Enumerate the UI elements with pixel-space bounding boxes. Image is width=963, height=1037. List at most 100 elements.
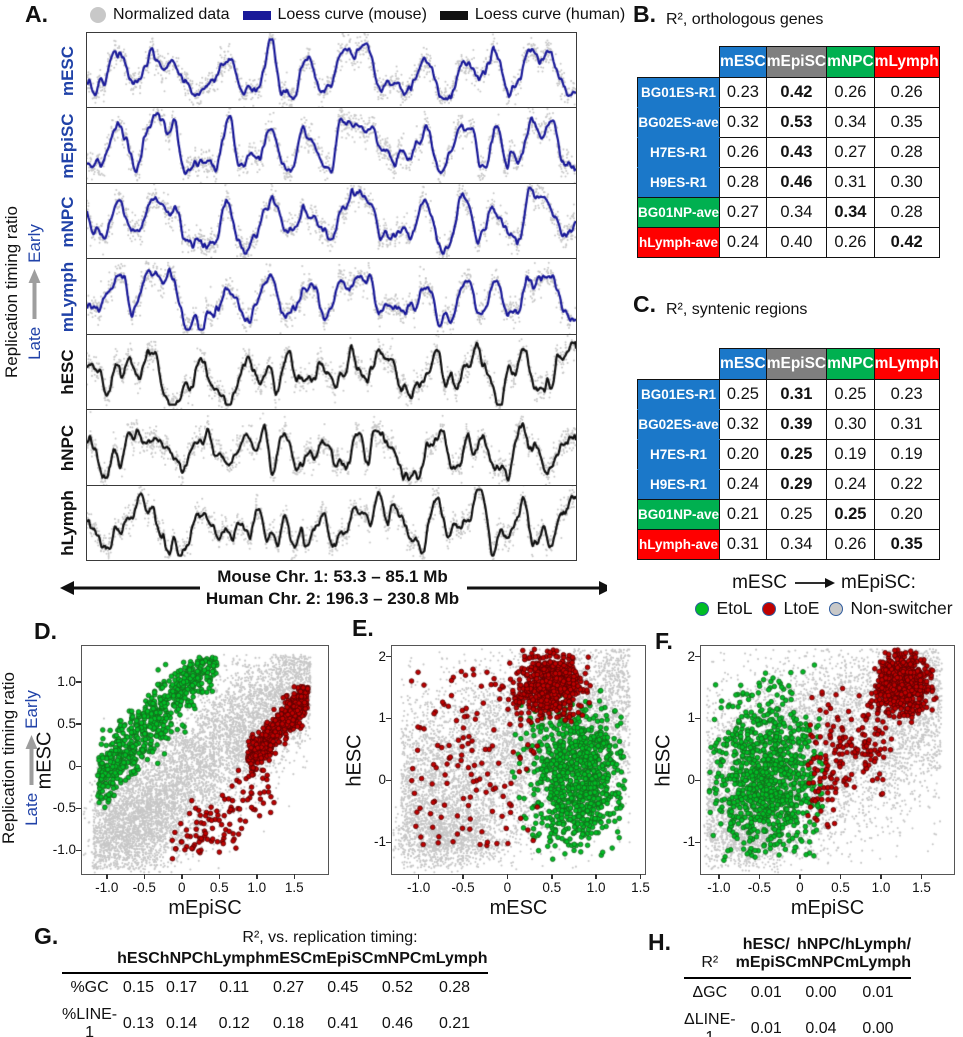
track-label-hlymph: hLymph (58, 490, 77, 556)
row-label-h9es-r1: H9ES-R1 (636, 469, 721, 500)
legend-label: Loess curve (mouse) (277, 6, 427, 23)
panel-g-title: R², vs. replication timing: (242, 929, 418, 946)
y-tick-label: -1 (682, 834, 695, 850)
r2-value-cell: 0.31 (873, 409, 940, 440)
legend-item-etol: EtoL (695, 598, 752, 619)
table-row: ΔGC 0.01 0.00 0.01 (684, 978, 911, 1006)
r2-vs-timing-table: hESC hNPC hLymph mESC mEpiSC mNPC mLymph %GC 0.1… (62, 948, 488, 1037)
col-header-mnpc: mNPC (826, 348, 875, 380)
r2-value-cell: 0.28 (873, 137, 940, 168)
table-row: H9ES-R1 0.28 0.46 0.31 0.30 (636, 167, 940, 198)
track-label-mlymph: mLymph (58, 261, 77, 332)
late-early-arrow: Late Early (22, 690, 42, 826)
col-header-mesc: mESC (719, 348, 767, 380)
col-header-hnpc: hNPC (159, 948, 204, 975)
y-tick-mark (386, 655, 391, 658)
track-mepisc (87, 108, 576, 184)
r2-value-cell: 0.25 (719, 379, 767, 410)
y-tick-mark (76, 681, 81, 683)
x-tick-label: -0.5 (451, 880, 475, 895)
x-tick-label: -1.0 (95, 880, 119, 895)
r2-value-cell: 0.46 (765, 167, 828, 198)
track-label-hesc: hESC (58, 349, 77, 395)
x-tick-mark (181, 874, 183, 879)
track-label-mesc: mESC (58, 45, 77, 97)
r2-value-cell: 0.21 (719, 499, 767, 530)
r2-value-cell: 0.29 (765, 469, 828, 500)
r2-value-cell: 0.12 (203, 1001, 265, 1037)
panel-label-f: F. (655, 628, 673, 654)
track-canvas-hesc (87, 334, 576, 410)
corner-cell (62, 948, 118, 975)
y-tick-label: -1.0 (52, 842, 76, 858)
y-tick-label: -1 (373, 834, 386, 850)
x-tick-mark (551, 874, 553, 879)
corner-cell-r2: R² (684, 934, 736, 979)
r2-value-cell: 0.25 (765, 499, 828, 530)
table-row: BG01NP-ave 0.21 0.25 0.25 0.20 (636, 499, 940, 530)
y-tick-label: 2 (687, 648, 695, 664)
r2-value-cell: 0.34 (765, 197, 828, 228)
y-tick-label: 0 (378, 772, 386, 788)
x-tick-label: 1.0 (586, 880, 606, 895)
r2-value-cell: 0.26 (826, 77, 875, 108)
x-tick-mark (758, 874, 761, 879)
table-row: ΔLINE-10.010.040.00 (684, 1005, 912, 1037)
r2-value-cell: 0.32 (719, 409, 767, 440)
y-tick-mark (695, 841, 700, 844)
row-label-bg02es-ave: BG02ES-ave (636, 107, 721, 138)
legend-item-non-switcher: Non-switcher (829, 598, 953, 619)
track-canvas-hlymph (87, 485, 576, 560)
panel-d-y-axis-label: Replication timing ratio Late Early (0, 633, 42, 883)
legend-item-ltoe: LtoE (762, 598, 819, 619)
r2-value-cell: 0.25 (826, 379, 875, 410)
x-tick-mark (256, 874, 258, 879)
r2-value-cell: 0.31 (765, 379, 828, 410)
corner-cell (637, 46, 720, 78)
r2-value-cell: 0.19 (826, 439, 875, 470)
delta-value-cell: 0.01 (735, 1005, 797, 1037)
table-row: hLymph-ave 0.31 0.34 0.26 0.35 (636, 529, 940, 560)
human-region: Human Chr. 2: 196.3 – 230.8 Mb (205, 589, 460, 609)
r2-value-cell: 0.53 (765, 107, 828, 138)
legend-label: EtoL (716, 598, 753, 618)
delta-value-cell: 0.01 (750, 983, 782, 1001)
col-header-mepisc: mEpiSC (765, 46, 828, 78)
y-tick-label: 0 (687, 772, 695, 788)
track-hesc (87, 334, 576, 411)
r2-value-cell: 0.26 (826, 227, 875, 258)
panel-c-title: R², syntenic regions (666, 301, 808, 318)
y-tick-mark (76, 723, 81, 725)
r2-value-cell: 0.42 (765, 77, 828, 108)
track-label-mnpc: mNPC (58, 196, 77, 248)
x-tick-mark (506, 874, 509, 879)
x-tick-mark (218, 874, 220, 879)
panel-label-h: H. (648, 929, 671, 955)
right-arrow-icon (794, 578, 835, 588)
row-label-bg01np-ave: BG01NP-ave (636, 499, 721, 530)
y-tick-mark (76, 765, 81, 768)
r2-value-cell: 0.35 (873, 107, 940, 138)
y-tick-mark (76, 849, 81, 852)
y-tick-mark (695, 655, 700, 658)
x-tick-mark (880, 874, 882, 879)
row-label-bg01es-r1: BG01ES-R1 (636, 77, 721, 108)
r2-value-cell: 0.52 (381, 979, 414, 997)
track-canvas-mepisc (87, 108, 576, 183)
col-header-mnpc: mNPC (826, 46, 875, 78)
x-tick-mark (417, 874, 420, 879)
table-row: BG02ES-ave 0.32 0.53 0.34 0.35 (636, 107, 940, 138)
x-tick-label: 1.0 (871, 880, 891, 895)
x-axis-title: mEpiSC (168, 897, 242, 919)
etol-dot-icon (695, 601, 710, 616)
table-header-row: mESC mEpiSC mNPC mLymph (637, 46, 940, 78)
late-label: Late (24, 326, 44, 360)
legend-label: Normalized data (113, 6, 230, 23)
r2-value-cell: 0.28 (719, 167, 767, 198)
scatter-canvas-e (392, 646, 645, 874)
row-label-δgc: ΔGC (692, 983, 728, 1001)
panel-b-title: R², orthologous genes (666, 11, 824, 28)
y-tick-label: 0 (68, 758, 76, 774)
delta-value-cell: 0.00 (844, 1005, 912, 1037)
